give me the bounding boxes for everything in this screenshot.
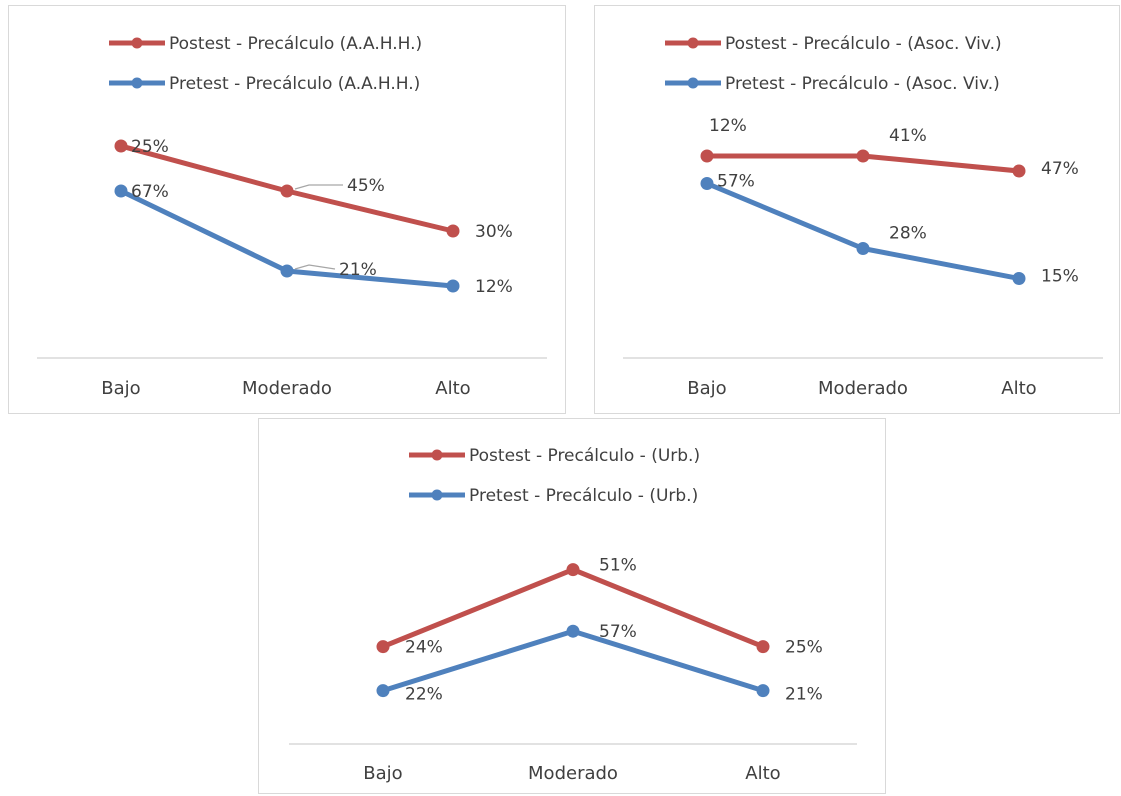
legend-label-pretest: Pretest - Precálculo (A.A.H.H.)	[169, 74, 420, 94]
data-label-pretest: 28%	[889, 224, 927, 244]
legend-marker-postest	[431, 449, 443, 461]
legend-label-postest: Postest - Precálculo - (Urb.)	[469, 446, 700, 466]
x-tick-label: Alto	[745, 763, 780, 784]
x-tick-label: Moderado	[818, 378, 908, 399]
x-tick-label: Alto	[1001, 378, 1036, 399]
data-point-pretest	[280, 264, 294, 278]
data-label-pretest: 21%	[339, 260, 377, 280]
data-label-pretest: 57%	[599, 622, 637, 642]
data-point-postest	[856, 149, 870, 163]
data-point-pretest	[1012, 272, 1026, 285]
data-point-postest	[446, 224, 460, 238]
data-point-pretest	[376, 684, 390, 698]
data-label-pretest: 22%	[405, 685, 443, 705]
chart-asoc-viv: Postest - Precálculo - (Asoc. Viv.) Prete…	[623, 34, 1103, 399]
data-label-postest: 12%	[709, 116, 747, 136]
legend-marker-postest	[131, 37, 143, 49]
legend-label-postest: Postest - Precálculo (A.A.H.H.)	[169, 34, 422, 54]
data-point-postest	[114, 139, 128, 153]
legend-marker-postest	[687, 37, 699, 49]
legend-label-pretest: Pretest - Precálculo - (Urb.)	[469, 486, 698, 506]
legend-marker-pretest	[431, 489, 443, 501]
data-label-leader	[294, 264, 336, 270]
series-line-pretest	[706, 181, 1020, 281]
data-label-pretest: 57%	[717, 172, 755, 192]
data-point-postest	[1012, 164, 1026, 178]
data-label-pretest: 12%	[475, 277, 513, 297]
data-label-postest: 25%	[785, 638, 823, 658]
data-point-pretest	[566, 624, 580, 638]
chart-aahh: Postest - Precálculo (A.A.H.H.) Pretest -…	[37, 34, 547, 399]
chart-panel-aahh: Postest - Precálculo (A.A.H.H.) Pretest -…	[8, 5, 566, 414]
data-label-postest: 25%	[131, 137, 169, 157]
x-tick-label: Moderado	[528, 763, 618, 784]
data-point-pretest	[700, 177, 714, 190]
data-point-pretest	[114, 184, 128, 198]
chart-urb: Postest - Precálculo - (Urb.) Pretest - P…	[289, 446, 857, 784]
data-label-postest: 41%	[889, 126, 927, 146]
data-point-pretest	[446, 279, 460, 293]
data-label-postest: 45%	[347, 176, 385, 196]
data-label-pretest: 21%	[785, 685, 823, 705]
x-tick-label: Alto	[435, 378, 470, 399]
data-point-postest	[280, 184, 294, 198]
x-tick-label: Bajo	[687, 378, 726, 399]
x-tick-label: Bajo	[363, 763, 402, 784]
data-label-pretest: 67%	[131, 182, 169, 202]
x-tick-label: Moderado	[242, 378, 332, 399]
chart-panel-asoc-viv: Postest - Precálculo - (Asoc. Viv.) Prete…	[594, 5, 1120, 414]
data-point-pretest	[756, 684, 770, 698]
legend-marker-pretest	[687, 77, 699, 89]
data-point-postest	[756, 640, 770, 654]
legend-label-postest: Postest - Precálculo - (Asoc. Viv.)	[725, 34, 1002, 54]
data-point-pretest	[856, 242, 870, 255]
data-label-postest: 30%	[475, 222, 513, 242]
data-label-postest: 47%	[1041, 159, 1079, 179]
data-label-postest: 51%	[599, 556, 637, 576]
data-point-postest	[700, 149, 714, 163]
x-tick-label: Bajo	[101, 378, 140, 399]
data-point-postest	[566, 563, 580, 577]
data-label-leader	[294, 184, 343, 190]
chart-panel-urb: Postest - Precálculo - (Urb.) Pretest - P…	[258, 418, 886, 794]
data-label-postest: 24%	[405, 638, 443, 658]
legend-marker-pretest	[131, 77, 143, 89]
legend-label-pretest: Pretest - Precálculo - (Asoc. Viv.)	[725, 74, 1000, 94]
data-point-postest	[376, 640, 390, 654]
data-label-pretest: 15%	[1041, 267, 1079, 287]
